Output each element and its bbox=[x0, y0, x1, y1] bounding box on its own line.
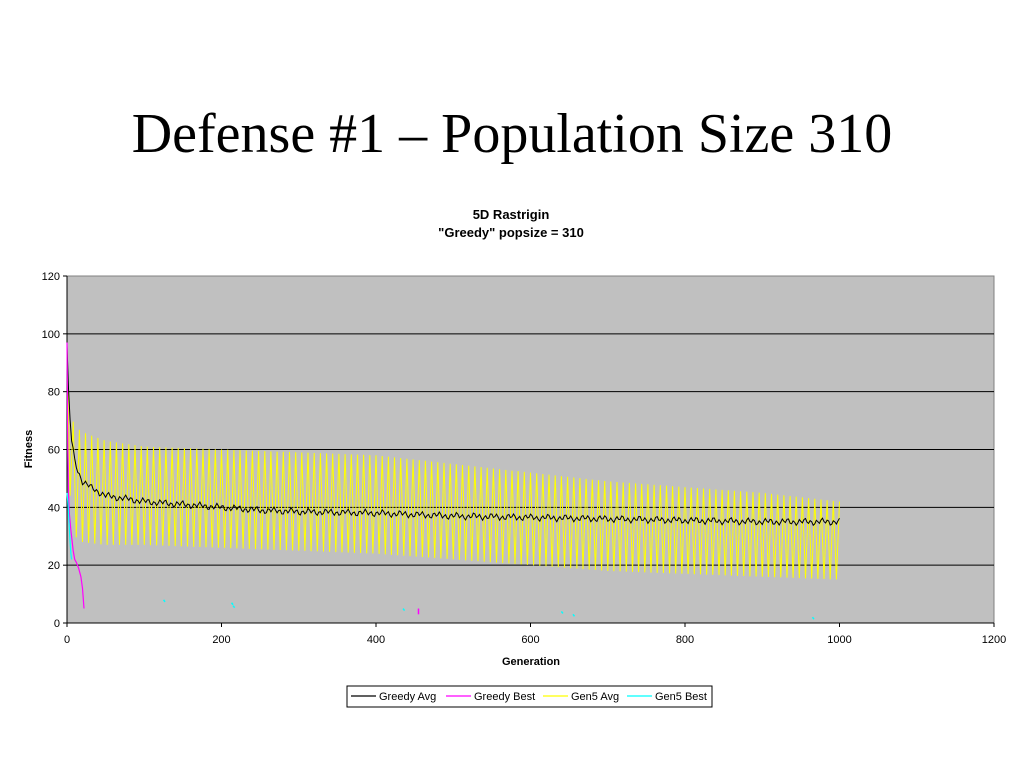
legend-label-greedy-avg: Greedy Avg bbox=[379, 691, 436, 703]
chart-subtitle: "Greedy" popsize = 310 bbox=[438, 225, 584, 240]
gen5-best-point-2 bbox=[232, 605, 236, 609]
series-gen5-best bbox=[66, 492, 73, 560]
gen5-best-point-0 bbox=[162, 599, 166, 603]
x-tick-label-600: 600 bbox=[521, 634, 539, 646]
x-axis-label: Generation bbox=[502, 656, 560, 668]
series-gen5-avg bbox=[66, 348, 840, 580]
series-layer bbox=[66, 342, 840, 620]
gen5-best-point-1 bbox=[230, 602, 234, 606]
series-greedy-avg bbox=[66, 345, 840, 527]
y-tick-label-40: 40 bbox=[48, 502, 60, 514]
y-axis-label: Fitness bbox=[23, 430, 35, 469]
gen5-best-point-3 bbox=[402, 608, 406, 611]
legend-label-gen5-best: Gen5 Best bbox=[655, 691, 707, 703]
y-tick-label-80: 80 bbox=[48, 387, 60, 399]
y-tick-label-120: 120 bbox=[42, 271, 60, 283]
y-tick-label-100: 100 bbox=[42, 329, 60, 341]
x-tick-label-1200: 1200 bbox=[982, 634, 1006, 646]
gen5-best-point-4 bbox=[560, 610, 564, 614]
x-tick-label-200: 200 bbox=[212, 634, 230, 646]
x-tick-label-1000: 1000 bbox=[827, 634, 851, 646]
y-tick-label-60: 60 bbox=[48, 445, 60, 457]
x-tick-label-800: 800 bbox=[676, 634, 694, 646]
slide-title: Defense #1 – Population Size 310 bbox=[131, 103, 893, 165]
legend: Greedy Avg Greedy Best Gen5 Avg Gen5 Bes… bbox=[346, 685, 713, 708]
x-tick-label-400: 400 bbox=[367, 634, 385, 646]
y-tick-label-20: 20 bbox=[48, 560, 60, 572]
gen5-best-point-5 bbox=[572, 613, 576, 617]
chart-title: 5D Rastrigin bbox=[473, 207, 550, 222]
series-greedy-best bbox=[66, 342, 85, 609]
legend-label-greedy-best: Greedy Best bbox=[474, 691, 535, 703]
gen5-best-point-6 bbox=[811, 616, 815, 620]
legend-label-gen5-avg: Gen5 Avg bbox=[571, 691, 619, 703]
x-tick-label-0: 0 bbox=[64, 634, 70, 646]
legend-box bbox=[346, 685, 713, 708]
y-tick-label-0: 0 bbox=[54, 618, 60, 630]
